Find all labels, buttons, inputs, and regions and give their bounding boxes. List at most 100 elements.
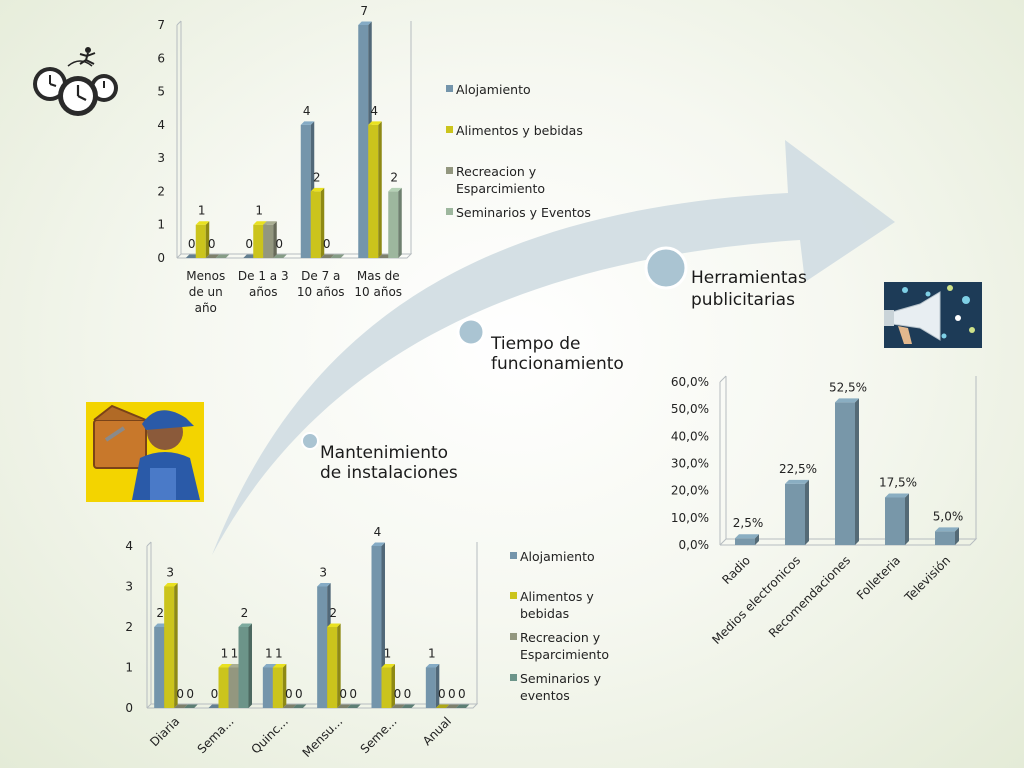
legend-label: Seminarios y Eventos (456, 205, 591, 220)
y-tick-label: 2 (157, 184, 165, 198)
data-label: 0 (349, 687, 357, 701)
data-label: 2 (241, 606, 249, 620)
data-label: 2 (329, 606, 337, 620)
data-label: 0 (188, 237, 196, 251)
legend-swatch (510, 592, 517, 599)
legend-swatch (446, 208, 453, 215)
bar-2-6 (435, 704, 450, 708)
x-tick-label: Seme... (358, 714, 400, 756)
data-label: 0 (275, 237, 283, 251)
bar-4-4 (388, 187, 402, 258)
x-tick-label: Radio (719, 553, 753, 587)
step-label-1b: de instalaciones (320, 463, 458, 483)
data-label: 0 (211, 687, 219, 701)
legend-label: Alimentos y (520, 589, 594, 604)
bar-2-3 (272, 664, 287, 708)
legend-item: Recreacion y Esparcimiento (446, 164, 545, 196)
bar-3-1 (174, 704, 188, 708)
y-tick-label: 20,0% (671, 484, 709, 498)
legend-item: Alojamiento (446, 82, 531, 97)
bar-2-5 (381, 664, 395, 708)
plot-frame (146, 541, 479, 709)
data-label: 1 (231, 647, 239, 661)
legend-swatch (446, 167, 453, 174)
step-marker-1 (301, 432, 319, 450)
data-label: 0 (245, 237, 253, 251)
y-tick-label: 60,0% (671, 375, 709, 389)
step-mantenimiento: Mantenimiento de instalaciones (301, 432, 458, 483)
y-tick-label: 2 (125, 620, 133, 634)
data-label: 1 (265, 647, 273, 661)
legend-label: Alojamiento (520, 549, 595, 564)
legend-item: Alojamiento (510, 549, 595, 564)
step-tiempo: Tiempo de funcionamiento (456, 317, 624, 374)
data-label: 0 (404, 687, 412, 701)
step-label-3a: Herramientas (691, 268, 807, 288)
bar-3-2 (263, 221, 277, 258)
x-tick-label: De 7 a (301, 269, 340, 283)
y-tick-label: 40,0% (671, 429, 709, 443)
data-label: 2,5% (733, 516, 764, 530)
x-tick-label: De 1 a 3 (238, 269, 289, 283)
bar-4-6 (455, 704, 470, 708)
legend-label: Esparcimiento (520, 647, 609, 662)
bar-2-4 (368, 121, 382, 258)
bar-2-4 (327, 623, 341, 708)
megaphone-icon (884, 282, 982, 348)
legend-swatch (510, 633, 517, 640)
x-tick-label: Anual (420, 714, 454, 748)
y-tick-label: 7 (157, 18, 165, 32)
legend-swatch (510, 674, 517, 681)
data-label: 5,0% (933, 509, 964, 523)
y-tick-label: 6 (157, 51, 165, 65)
legend-label: Esparcimiento (456, 181, 545, 196)
data-label: 2 (156, 606, 164, 620)
y-tick-label: 50,0% (671, 402, 709, 416)
y-tick-label: 4 (125, 539, 133, 553)
data-label: 1 (255, 204, 263, 218)
y-tick-label: 30,0% (671, 457, 709, 471)
data-label: 1 (221, 647, 229, 661)
legend-label: Recreacion y (520, 630, 601, 645)
data-label: 2 (313, 170, 321, 184)
step-label-2b: funcionamiento (491, 354, 624, 374)
bar-4-2 (238, 623, 252, 708)
data-label: 2 (390, 170, 398, 184)
data-label: 0 (394, 687, 402, 701)
bar-1-6 (425, 664, 440, 708)
y-tick-label: 0 (125, 701, 133, 715)
data-label: 4 (303, 104, 311, 118)
x-tick-label: 10 años (354, 285, 402, 299)
data-label: 0 (339, 687, 347, 701)
chart-herramientas-publicitarias: 0,0% 10,0% 20,0% 30,0% 40,0% 50,0% 60,0% 2,5% Ra… (671, 375, 978, 647)
y-tick-label: 3 (157, 151, 165, 165)
data-label: 0 (438, 687, 446, 701)
step-label-3b: publicitarias (691, 290, 795, 310)
x-tick-label: de un (189, 285, 223, 299)
step-marker-2 (456, 317, 486, 347)
bar-4-2 (273, 254, 287, 258)
data-label: 0 (176, 687, 184, 701)
data-label: 1 (428, 647, 436, 661)
data-label: 4 (374, 525, 382, 539)
bar-4-1 (215, 254, 230, 258)
y-tick-label: 0,0% (679, 538, 710, 552)
legend-item: Alimentos y bebidas (446, 123, 583, 138)
y-tick-label: 3 (125, 580, 133, 594)
legend-swatch (510, 552, 517, 559)
bar-4-3 (292, 704, 307, 708)
y-tick-label: 4 (157, 118, 165, 132)
data-label: 0 (295, 687, 303, 701)
x-tick-label: Medios electronicos (709, 553, 803, 647)
data-label: 1 (275, 647, 283, 661)
data-label: 17,5% (879, 475, 917, 489)
worker-icon (86, 402, 204, 502)
clocks-icon (33, 47, 118, 116)
step-herramientas: Herramientas publicitarias (644, 246, 807, 310)
bar-4-1 (184, 704, 198, 708)
bar-4-5 (401, 704, 415, 708)
data-label: 0 (208, 237, 216, 251)
y-tick-label: 5 (157, 85, 165, 99)
